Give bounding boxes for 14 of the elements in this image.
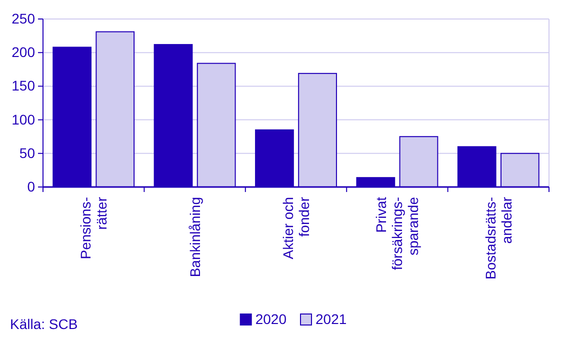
x-tick-label: Aktier och fonder xyxy=(280,196,312,260)
text: Källa: SCB xyxy=(10,316,78,332)
y-tick-label: 250 xyxy=(12,10,36,26)
y-tick-label: 150 xyxy=(12,78,36,94)
y-tick-label: 200 xyxy=(12,44,36,60)
x-tick-label: Bankinlåning xyxy=(186,197,203,278)
y-tick-label: 100 xyxy=(12,111,36,128)
y-tick-label: 50 xyxy=(19,144,36,161)
x-tick-label: Bostadsrätts- andelar xyxy=(482,196,514,280)
x-tick-label: Pensions- rätter xyxy=(78,196,110,260)
legend-label: 2021 xyxy=(316,311,347,327)
x-tick-label: Privat försäkrings- sparande xyxy=(373,196,422,270)
legend-label: 2020 xyxy=(255,311,287,327)
y-tick-label: 0 xyxy=(27,178,36,194)
